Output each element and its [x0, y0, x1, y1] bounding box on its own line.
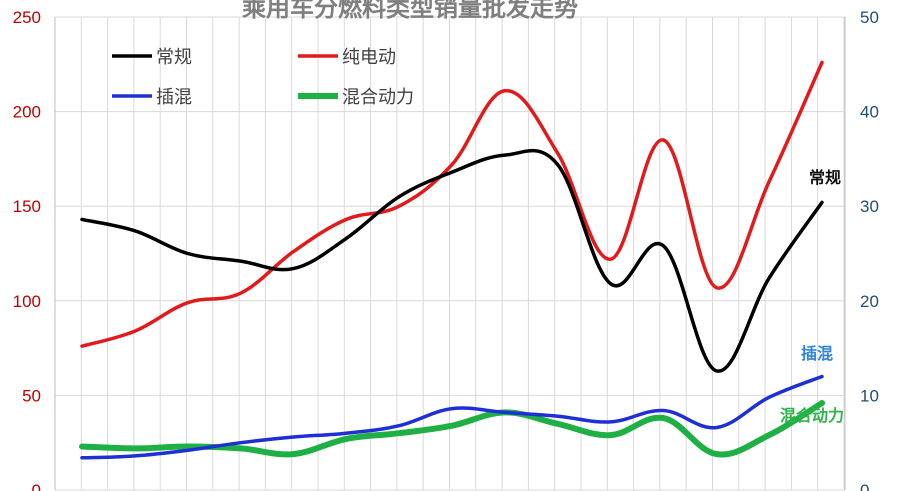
y-right-tick-label: 0: [860, 481, 869, 491]
y-right-tick-label: 20: [860, 292, 879, 311]
y-right-tick-label: 40: [860, 103, 879, 122]
y-right-tick-label: 30: [860, 197, 879, 216]
annotation-label: 常规: [809, 168, 841, 187]
series-line-2: [80, 374, 824, 460]
legend-label: 混合动力: [342, 87, 414, 108]
y-left-tick-label: 0: [32, 481, 41, 491]
y-left-tick-label: 150: [13, 197, 41, 216]
y-right-tick-label: 10: [860, 386, 879, 405]
series-line-0: [80, 148, 824, 373]
gridlines: [54, 16, 845, 491]
y-left-tick-label: 100: [13, 292, 41, 311]
y-left-tick-label: 200: [13, 103, 41, 122]
legend-label: 常规: [156, 47, 192, 68]
series-line-1: [80, 60, 824, 348]
annotation-label: 插混: [801, 344, 833, 363]
y-left-tick-label: 50: [22, 386, 41, 405]
y-left-tick-label: 250: [13, 8, 41, 27]
legend-label: 插混: [156, 87, 192, 108]
legend-label: 纯电动: [342, 47, 396, 68]
annotation-label: 混合动力: [780, 406, 844, 425]
right-y-axis: 0 10 20 30 40 50: [844, 8, 879, 491]
y-right-tick-label: 50: [860, 8, 879, 27]
left-y-axis: 0 50 100 150 200 250: [13, 8, 56, 491]
chart-title: 乘用车分燃料类型销量批发走势: [241, 0, 578, 22]
series-lines: [79, 60, 825, 460]
